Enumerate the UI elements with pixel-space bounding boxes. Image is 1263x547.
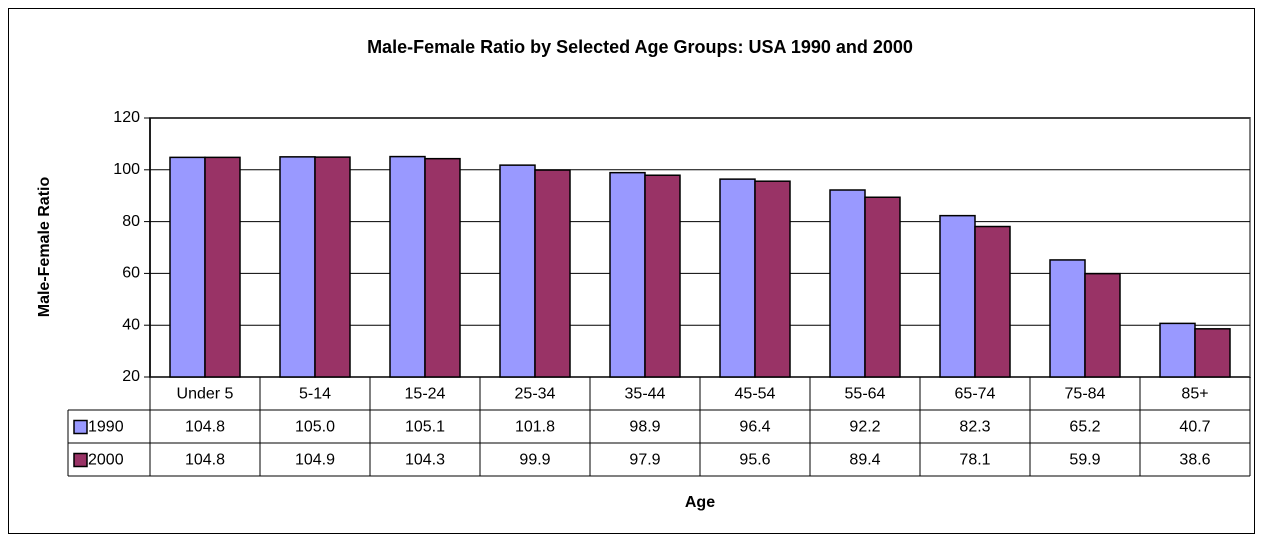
bar: [644, 174, 681, 378]
legend-key: [73, 419, 88, 435]
bar: [1194, 328, 1231, 378]
bar: [719, 178, 756, 378]
bar: [864, 196, 901, 378]
bar: [534, 169, 571, 378]
data-table-value: 104.8: [185, 452, 225, 469]
data-table-value: 104.3: [405, 452, 445, 469]
bar: [974, 225, 1011, 378]
y-tick-label: 80: [122, 213, 140, 230]
x-tick-label: 65-74: [955, 386, 996, 403]
data-table-value: 99.9: [519, 452, 550, 469]
data-table-value: 96.4: [739, 419, 770, 436]
bar: [169, 156, 206, 378]
data-table-value: 78.1: [959, 452, 990, 469]
data-table-value: 105.0: [295, 419, 335, 436]
data-table-value: 40.7: [1179, 419, 1210, 436]
data-table-value: 105.1: [405, 419, 445, 436]
bar: [609, 171, 646, 378]
bar: [939, 214, 976, 378]
x-axis-title: Age: [685, 494, 715, 511]
x-tick-label: 45-54: [735, 386, 776, 403]
y-tick-label: 40: [122, 316, 140, 333]
legend-label: 1990: [88, 419, 124, 436]
bar: [424, 157, 461, 378]
data-table-value: 101.8: [515, 419, 555, 436]
data-table-value: 104.8: [185, 419, 225, 436]
x-tick-label: 35-44: [625, 386, 666, 403]
data-table-value: 97.9: [629, 452, 660, 469]
x-tick-label: 85+: [1181, 386, 1208, 403]
bar: [279, 156, 316, 378]
y-tick-label: 120: [113, 109, 140, 126]
bar: [1084, 272, 1121, 378]
data-table-value: 89.4: [849, 452, 880, 469]
bar: [389, 155, 426, 378]
bar: [204, 156, 241, 378]
bar: [314, 156, 351, 378]
y-tick-label: 60: [122, 265, 140, 282]
data-table-value: 98.9: [629, 419, 660, 436]
data-table-value: 104.9: [295, 452, 335, 469]
x-tick-label: 15-24: [405, 386, 446, 403]
legend-key: [73, 452, 88, 468]
data-table-value: 65.2: [1069, 419, 1100, 436]
x-tick-label: Under 5: [177, 386, 234, 403]
x-tick-label: 25-34: [515, 386, 556, 403]
x-tick-label: 75-84: [1065, 386, 1106, 403]
y-tick-label: 100: [113, 161, 140, 178]
y-axis-title: Male-Female Ratio: [36, 177, 53, 318]
x-tick-label: 55-64: [845, 386, 886, 403]
y-tick-label: 20: [122, 368, 140, 385]
legend-label: 2000: [88, 452, 124, 469]
bar: [829, 189, 866, 378]
bar: [1049, 259, 1086, 378]
bar: [499, 164, 536, 378]
data-table-value: 59.9: [1069, 452, 1100, 469]
x-tick-label: 5-14: [299, 386, 331, 403]
data-table-value: 82.3: [959, 419, 990, 436]
data-table-value: 38.6: [1179, 452, 1210, 469]
bar: [754, 180, 791, 378]
bar: [1159, 322, 1196, 378]
data-table-value: 92.2: [849, 419, 880, 436]
data-table-value: 95.6: [739, 452, 770, 469]
chart-title: Male-Female Ratio by Selected Age Groups…: [367, 37, 913, 57]
